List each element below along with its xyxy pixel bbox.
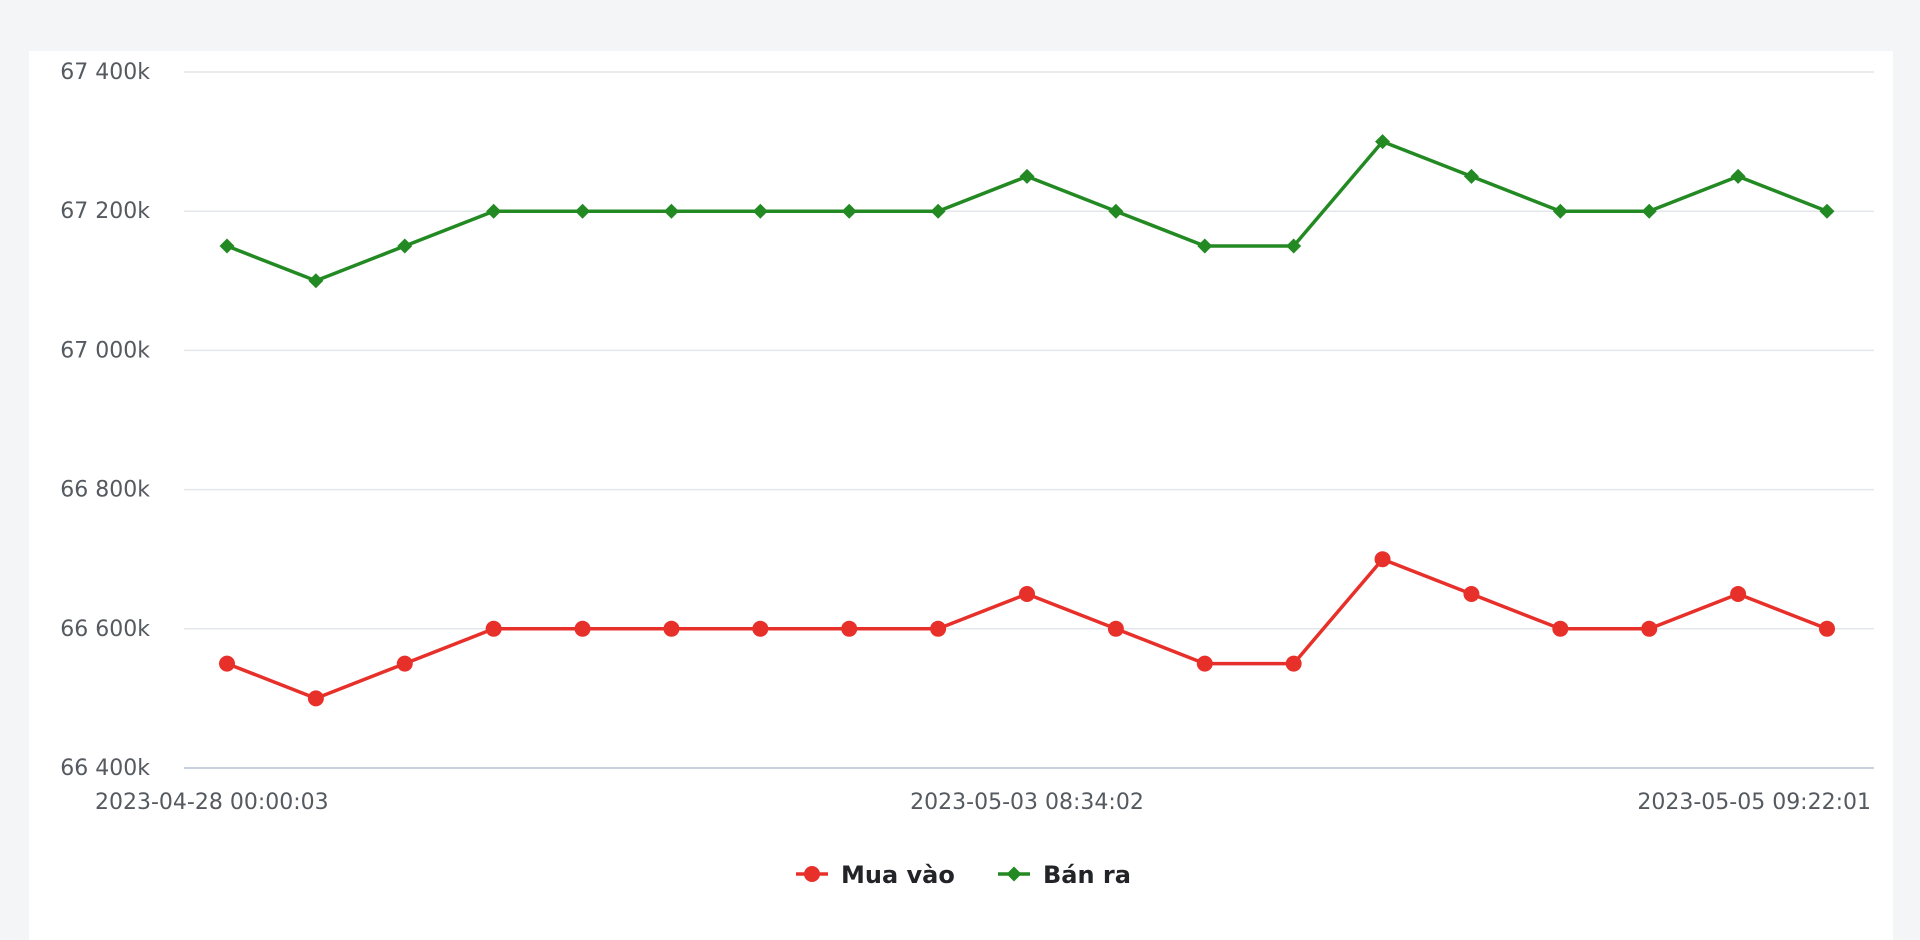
data-point[interactable] <box>1463 168 1479 184</box>
data-point[interactable] <box>752 203 768 219</box>
legend-item-ban-ra[interactable]: Bán ra <box>998 861 1131 889</box>
data-point[interactable] <box>1375 134 1391 150</box>
data-point[interactable] <box>1286 238 1302 254</box>
data-point[interactable] <box>930 203 946 219</box>
data-point[interactable] <box>1641 203 1657 219</box>
data-point[interactable] <box>930 620 947 637</box>
grid-layer <box>184 71 1874 769</box>
legend-label: Bán ra <box>1043 861 1131 889</box>
data-point[interactable] <box>1196 655 1213 672</box>
data-point[interactable] <box>663 620 680 637</box>
legend-item-mua-vao[interactable]: Mua vào <box>796 861 955 889</box>
data-point[interactable] <box>752 620 769 637</box>
price-line-chart: 66 400k 66 600k 66 800k 67 000k 67 200k 67 40… <box>60 60 1874 889</box>
data-point[interactable] <box>219 655 235 672</box>
data-point[interactable] <box>663 203 679 219</box>
data-point[interactable] <box>575 203 591 219</box>
data-point[interactable] <box>1285 655 1302 672</box>
y-tick-label: 67 000k <box>60 338 150 363</box>
data-point[interactable] <box>1730 586 1747 602</box>
y-tick-label: 66 800k <box>60 478 150 503</box>
data-point[interactable] <box>1819 620 1835 637</box>
data-point[interactable] <box>1641 620 1658 637</box>
data-point[interactable] <box>307 690 324 707</box>
legend-marker <box>1006 866 1022 882</box>
data-point[interactable] <box>219 238 235 254</box>
data-point[interactable] <box>841 203 857 219</box>
y-tick-label: 67 400k <box>60 60 150 85</box>
x-tick-label: 2023-05-05 09:22:01 <box>1637 790 1871 815</box>
data-point[interactable] <box>1374 551 1391 568</box>
data-point[interactable] <box>1019 586 1035 602</box>
data-point[interactable] <box>1197 238 1213 254</box>
series-layer <box>219 134 1835 707</box>
y-tick-label: 67 200k <box>60 199 150 224</box>
data-point[interactable] <box>1108 203 1124 219</box>
x-tick-label: 2023-05-03 08:34:02 <box>910 790 1144 815</box>
x-tick-label: 2023-04-28 00:00:03 <box>95 790 329 815</box>
legend-marker <box>804 866 820 882</box>
y-tick-label: 66 400k <box>60 756 150 781</box>
data-point[interactable] <box>1019 168 1035 184</box>
axis-labels: 66 400k 66 600k 66 800k 67 000k 67 200k 67 40… <box>60 60 1871 815</box>
data-point[interactable] <box>1552 203 1568 219</box>
legend: Mua vào Bán ra <box>796 861 1131 889</box>
chart-card: 66 400k 66 600k 66 800k 67 000k 67 200k 67 40… <box>29 51 1893 940</box>
data-point[interactable] <box>1107 620 1124 637</box>
data-point[interactable] <box>486 203 502 219</box>
data-point[interactable] <box>485 620 502 637</box>
data-point[interactable] <box>841 620 858 637</box>
data-point[interactable] <box>1730 168 1746 184</box>
data-point[interactable] <box>397 238 413 254</box>
y-tick-label: 66 600k <box>60 617 150 642</box>
data-point[interactable] <box>1552 620 1569 637</box>
legend-label: Mua vào <box>841 861 955 889</box>
data-point[interactable] <box>1819 203 1835 219</box>
data-point[interactable] <box>1463 586 1480 602</box>
data-point[interactable] <box>308 273 324 289</box>
data-point[interactable] <box>396 655 413 672</box>
data-point[interactable] <box>574 620 591 637</box>
